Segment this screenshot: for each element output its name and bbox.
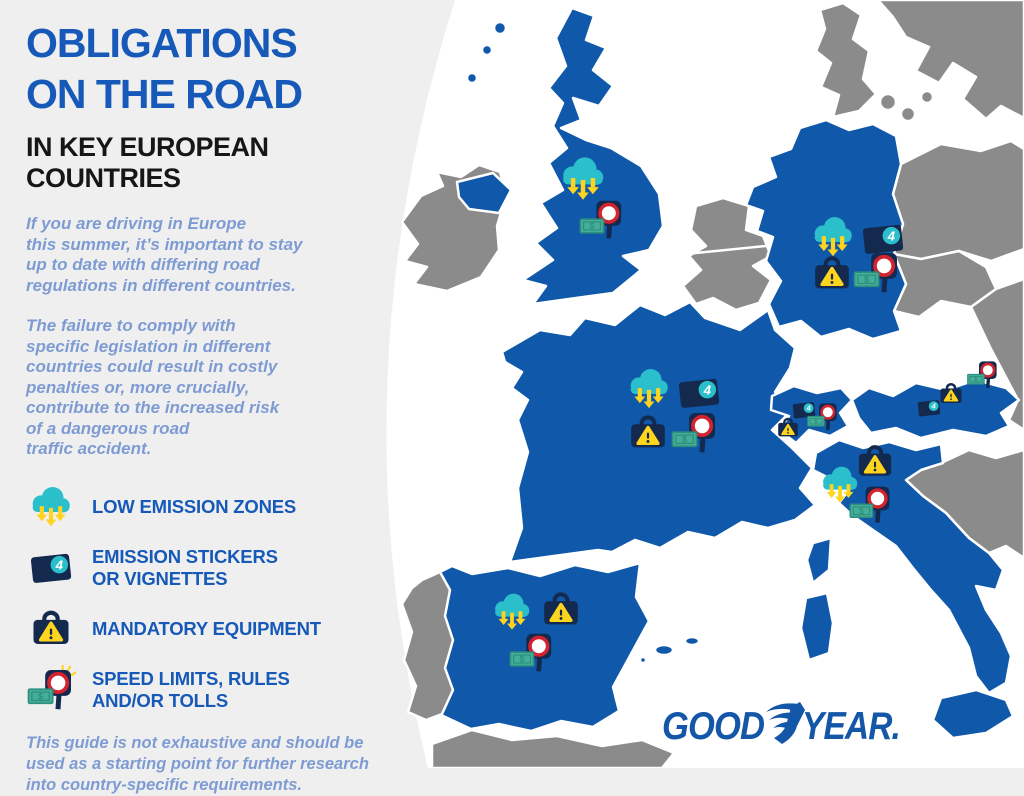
- country-france: [500, 300, 817, 564]
- danish-island: [899, 105, 917, 123]
- svg-text:$: $: [38, 691, 43, 701]
- island-balearic: [653, 643, 675, 657]
- country-italy: [811, 438, 1013, 695]
- country-scandinavia: [876, 0, 1024, 121]
- island-corsica: [805, 536, 833, 585]
- svg-text:4: 4: [55, 557, 64, 572]
- page-subtitle: IN KEY EUROPEAN COUNTRIES: [26, 132, 269, 193]
- footnote: This guide is not exhaustive and should …: [26, 733, 369, 794]
- legend: LOW EMISSION ZONES 4 EMISSION STICKERS OR…: [26, 482, 388, 715]
- legend-label: MANDATORY EQUIPMENT: [92, 617, 321, 639]
- legend-item-lez: LOW EMISSION ZONES: [26, 482, 388, 532]
- intro-paragraph-2: The failure to comply with specific legi…: [26, 316, 280, 458]
- info-panel: OBLIGATIONS ON THE ROAD IN KEY EUROPEAN C…: [26, 18, 388, 796]
- coast-north-africa: [430, 728, 676, 768]
- equipment-icon: [26, 604, 76, 654]
- logo-text-right: YEAR.: [802, 705, 900, 748]
- legend-item-vignette: 4 EMISSION STICKERS OR VIGNETTES: [26, 543, 388, 593]
- title-line: ON THE ROAD: [26, 71, 303, 117]
- country-denmark: [814, 1, 878, 119]
- island-sardinia: [799, 591, 835, 662]
- wingfoot-icon: [766, 702, 805, 744]
- country-slovakia-hungary: [969, 277, 1024, 432]
- tolls-icon: $: [26, 664, 76, 715]
- country-poland: [891, 139, 1024, 263]
- goodyear-logo: GOOD YEAR.: [662, 702, 901, 748]
- page-title: OBLIGATIONS ON THE ROAD: [26, 18, 388, 120]
- vignette-icon: 4: [26, 543, 76, 593]
- border-benelux: [684, 244, 768, 256]
- island-sicily: [931, 688, 1015, 740]
- danish-island: [878, 92, 898, 112]
- scottish-island: [480, 43, 494, 57]
- legend-item-tolls: $ SPEED LIMITS, RULES AND/OR TOLLS: [26, 664, 388, 715]
- legend-item-equipment: MANDATORY EQUIPMENT: [26, 604, 388, 654]
- legend-label: LOW EMISSION ZONES: [92, 495, 297, 517]
- country-portugal: [400, 570, 455, 722]
- country-united-kingdom: [521, 6, 665, 306]
- title-line: OBLIGATIONS: [26, 20, 298, 66]
- country-spain: [418, 561, 651, 733]
- scottish-island: [492, 20, 508, 36]
- intro-paragraph-1: If you are driving in Europe this summer…: [26, 214, 303, 295]
- danish-island: [919, 89, 935, 105]
- logo-text-left: GOOD: [662, 705, 765, 748]
- scottish-island: [465, 71, 479, 85]
- lez-icon: [26, 482, 76, 532]
- legend-label: EMISSION STICKERS OR VIGNETTES: [92, 545, 278, 589]
- island-balearic: [683, 635, 701, 647]
- legend-label: SPEED LIMITS, RULES AND/OR TOLLS: [92, 667, 290, 711]
- island-balearic: [638, 655, 648, 665]
- region-northern-ireland: [455, 171, 513, 215]
